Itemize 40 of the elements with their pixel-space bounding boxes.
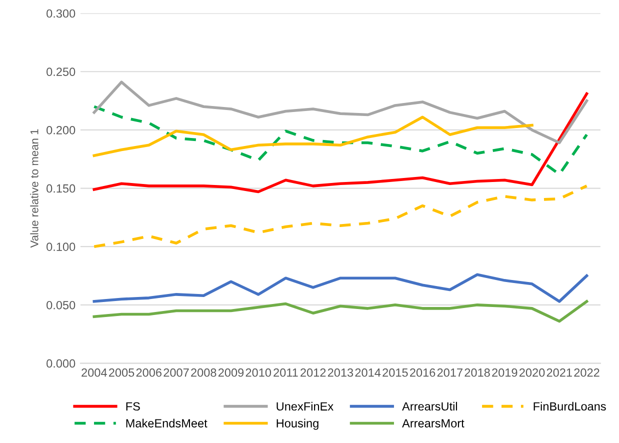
x-tick-label: 2022 [574,368,600,377]
y-tick-label: 0.200 [46,126,76,134]
legend-label: ArrearsMort [402,419,464,428]
y-tick-label: 0.100 [46,242,76,251]
legend-label: FinBurdLoans [534,402,606,411]
x-tick-label: 2006 [136,368,162,377]
x-tick-label: 2018 [464,368,490,377]
legend-label: MakeEndsMeet [126,418,208,428]
x-tick-label: 2008 [191,368,216,377]
line-series [92,300,588,323]
line-series [92,80,588,144]
x-tick-label: 2014 [355,368,381,377]
legend-label: UnexFinEx [276,402,334,411]
x-tick-label: 2005 [108,368,134,377]
y-tick-label: 0.250 [46,68,76,76]
x-tick-label: 2004 [82,368,107,377]
x-tick-label: 2016 [410,368,436,377]
x-tick-label: 2019 [492,368,518,377]
x-tick-label: 2007 [164,368,189,377]
line-series [92,92,588,194]
x-tick-label: 2012 [300,368,326,377]
legend-label: ArrearsUtil [402,402,458,411]
y-tick-label: 0.150 [46,184,76,193]
x-tick-label: 2021 [546,368,572,377]
x-tick-label: 2010 [246,368,272,377]
x-tick-label: 2009 [218,368,244,377]
x-tick-label: 2015 [382,368,408,377]
y-tick-label: 0.300 [46,9,76,18]
y-axis-title: Value relative to mean 1 [30,129,38,248]
line-series [92,273,588,303]
y-tick-label: 0.000 [46,359,76,368]
x-tick-label: 2020 [519,368,545,377]
y-tick-label: 0.050 [46,300,76,310]
legend-label: Housing [276,418,318,430]
legend-label: FS [126,402,140,411]
x-tick-label: 2017 [437,368,462,377]
line-series [92,116,534,157]
x-tick-label: 2013 [328,368,354,377]
x-tick-label: 2011 [274,368,298,377]
line-series [92,184,588,248]
